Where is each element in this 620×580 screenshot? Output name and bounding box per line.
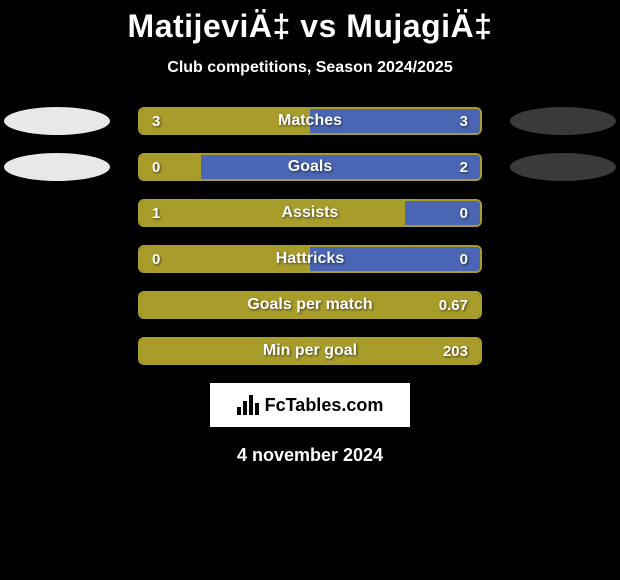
stat-label: Goals [140,158,480,176]
bar-chart-icon [237,395,259,415]
stat-row: Goals per match0.67 [0,291,620,319]
stat-row: 3Matches3 [0,107,620,135]
stat-bar: 3Matches3 [138,107,482,135]
stat-row: 0Goals2 [0,153,620,181]
stat-value-right: 203 [443,343,480,360]
stat-bar: 0Goals2 [138,153,482,181]
player-marker-left [4,153,110,181]
date-label: 4 november 2024 [0,445,620,466]
stat-value-right: 3 [460,113,480,130]
stat-label: Hattricks [140,250,480,268]
stat-label: Assists [140,204,480,222]
stat-row: 1Assists0 [0,199,620,227]
stat-row: Min per goal203 [0,337,620,365]
player-marker-right [510,153,616,181]
player-marker-left [4,107,110,135]
stat-bar: Goals per match0.67 [138,291,482,319]
player-marker-right [510,107,616,135]
stat-value-right: 2 [460,159,480,176]
brand-box: FcTables.com [210,383,410,427]
stat-value-right: 0 [460,205,480,222]
comparison-rows: 3Matches30Goals21Assists00Hattricks0Goal… [0,107,620,365]
stat-row: 0Hattricks0 [0,245,620,273]
stat-label: Goals per match [140,296,480,314]
stat-bar: 0Hattricks0 [138,245,482,273]
brand-text: FcTables.com [265,395,384,416]
subtitle: Club competitions, Season 2024/2025 [0,59,620,77]
page-title: MatijeviÄ‡ vs MujagiÄ‡ [0,0,620,45]
stat-label: Matches [140,112,480,130]
stat-value-right: 0 [460,251,480,268]
stat-value-right: 0.67 [439,297,480,314]
stat-bar: Min per goal203 [138,337,482,365]
stat-label: Min per goal [140,342,480,360]
stat-bar: 1Assists0 [138,199,482,227]
